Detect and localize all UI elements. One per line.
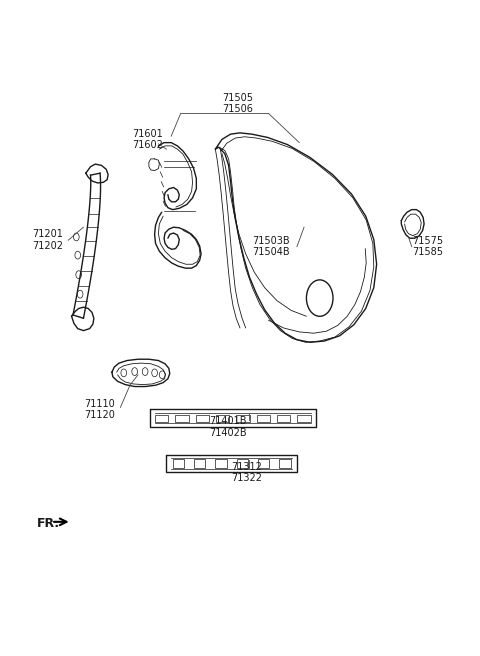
Bar bbox=[277, 415, 290, 422]
Text: 71601
71602: 71601 71602 bbox=[132, 129, 163, 150]
Bar bbox=[216, 459, 227, 468]
Text: 71505
71506: 71505 71506 bbox=[222, 92, 253, 114]
Bar bbox=[175, 415, 189, 422]
Text: 71401B
71402B: 71401B 71402B bbox=[209, 416, 247, 438]
Text: 71503B
71504B: 71503B 71504B bbox=[252, 236, 289, 258]
Bar bbox=[194, 459, 205, 468]
Bar bbox=[279, 459, 291, 468]
Text: 71575
71585: 71575 71585 bbox=[412, 236, 443, 258]
Text: 71201
71202: 71201 71202 bbox=[32, 230, 63, 251]
Text: FR.: FR. bbox=[37, 517, 60, 529]
Bar bbox=[237, 459, 248, 468]
Bar bbox=[237, 415, 250, 422]
Bar bbox=[155, 415, 168, 422]
Bar bbox=[196, 415, 209, 422]
Text: 71312
71322: 71312 71322 bbox=[232, 462, 263, 483]
Bar bbox=[298, 415, 311, 422]
Text: 71110
71120: 71110 71120 bbox=[84, 398, 116, 420]
Bar bbox=[173, 459, 184, 468]
Bar bbox=[257, 415, 270, 422]
Bar bbox=[216, 415, 229, 422]
Bar bbox=[258, 459, 269, 468]
